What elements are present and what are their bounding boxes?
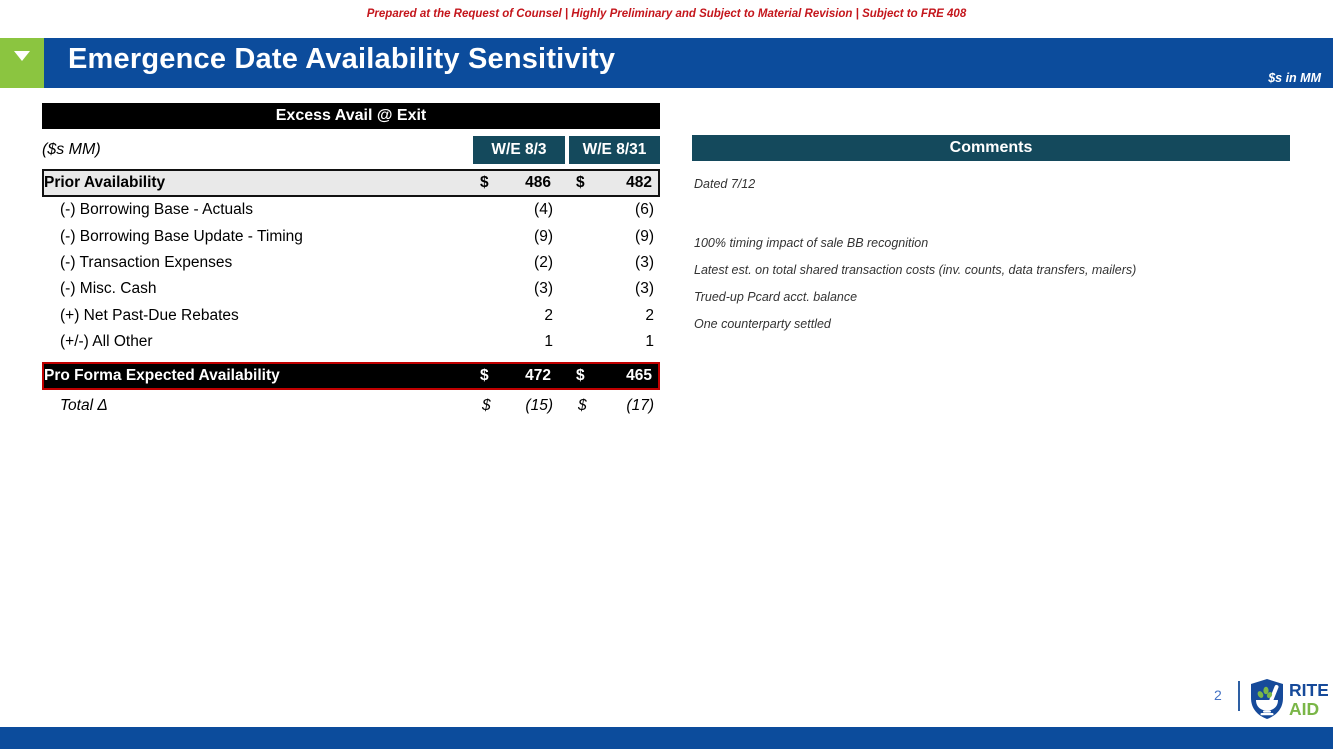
row-value-2: (3) <box>635 253 654 271</box>
row-value-2: (6) <box>635 201 654 219</box>
page-number: 2 <box>1214 687 1222 703</box>
comments-header: Comments <box>692 135 1290 161</box>
table-column-header-row: ($s MM) W/E 8/3 W/E 8/31 <box>42 136 660 164</box>
row-value-2: 2 <box>645 306 654 324</box>
legal-disclaimer: Prepared at the Request of Counsel | Hig… <box>366 8 967 20</box>
comments-panel: Comments Dated 7/12 100% timing impact o… <box>692 135 1290 365</box>
table-row: (-) Transaction Expenses (2) (3) <box>42 250 660 276</box>
page-title: Emergence Date Availability Sensitivity <box>68 43 616 75</box>
footer-bar <box>0 727 1333 749</box>
row-label: (-) Borrowing Base - Actuals <box>60 201 253 219</box>
comment-item: Dated 7/12 <box>694 177 756 191</box>
row-value-1: (9) <box>534 227 553 245</box>
units-note: $s in MM <box>1268 71 1321 85</box>
currency-symbol: $ <box>576 367 585 385</box>
currency-symbol: $ <box>482 397 491 415</box>
table-title: Excess Avail @ Exit <box>42 103 660 129</box>
currency-symbol: $ <box>576 174 585 191</box>
row-value-1: (4) <box>534 201 553 219</box>
comment-item: One counterparty settled <box>694 317 831 331</box>
row-label: (+) Net Past-Due Rebates <box>60 306 239 324</box>
section-marker <box>0 38 44 88</box>
row-value-1: 472 <box>525 367 551 385</box>
currency-symbol: $ <box>578 397 587 415</box>
comment-item: Trued-up Pcard acct. balance <box>694 290 858 304</box>
row-value-2: 482 <box>626 174 652 191</box>
table-row: (+) Net Past-Due Rebates 2 2 <box>42 303 660 329</box>
logo-text-aid: AID <box>1289 699 1319 719</box>
table-row-prior-availability: Prior Availability $ 486 $ 482 <box>42 169 660 197</box>
row-value-1: 1 <box>544 333 553 351</box>
row-label: Prior Availability <box>44 174 166 191</box>
row-label: (+/-) All Other <box>60 333 153 351</box>
row-label: (-) Transaction Expenses <box>60 253 233 271</box>
row-value-2: (9) <box>635 227 654 245</box>
triangle-down-icon <box>14 51 30 61</box>
currency-symbol: $ <box>480 174 489 191</box>
row-value-1: (15) <box>525 397 553 415</box>
title-bar: Emergence Date Availability Sensitivity … <box>0 38 1333 88</box>
footer-separator <box>1238 681 1240 711</box>
table-row: (+/-) All Other 1 1 <box>42 329 660 355</box>
logo-text-rite: RITE <box>1289 680 1328 700</box>
row-label: (-) Misc. Cash <box>60 280 157 298</box>
comment-item: 100% timing impact of sale BB recognitio… <box>694 236 929 250</box>
row-label: Total Δ <box>60 397 108 415</box>
table-units-label: ($s MM) <box>42 141 101 158</box>
comment-item: Latest est. on total shared transaction … <box>694 263 1137 277</box>
currency-symbol: $ <box>480 367 489 385</box>
table-row: (-) Borrowing Base - Actuals (4) (6) <box>42 197 660 223</box>
table-row: (-) Borrowing Base Update - Timing (9) (… <box>42 223 660 249</box>
column-header-we-8-31: W/E 8/31 <box>569 136 660 164</box>
column-header-we-8-3: W/E 8/3 <box>473 136 565 164</box>
table-row-total-delta: Total Δ $ (15) $ (17) <box>42 392 660 420</box>
excess-availability-table: Excess Avail @ Exit ($s MM) W/E 8/3 W/E … <box>42 103 660 420</box>
row-value-2: 465 <box>626 367 652 385</box>
row-label: (-) Borrowing Base Update - Timing <box>60 227 303 245</box>
row-value-1: (3) <box>534 280 553 298</box>
riteaid-logo: RITE AID <box>1251 679 1328 719</box>
row-value-2: (3) <box>635 280 654 298</box>
table-row: (-) Misc. Cash (3) (3) <box>42 276 660 302</box>
riteaid-shield-icon <box>1251 679 1283 719</box>
table-row-pro-forma-total: Pro Forma Expected Availability $ 472 $ … <box>42 362 660 391</box>
row-value-2: 1 <box>645 333 654 351</box>
row-value-1: 2 <box>544 306 553 324</box>
row-value-2: (17) <box>626 397 654 415</box>
row-label: Pro Forma Expected Availability <box>44 367 280 385</box>
row-value-1: (2) <box>534 253 553 271</box>
row-value-1: 486 <box>525 174 551 191</box>
